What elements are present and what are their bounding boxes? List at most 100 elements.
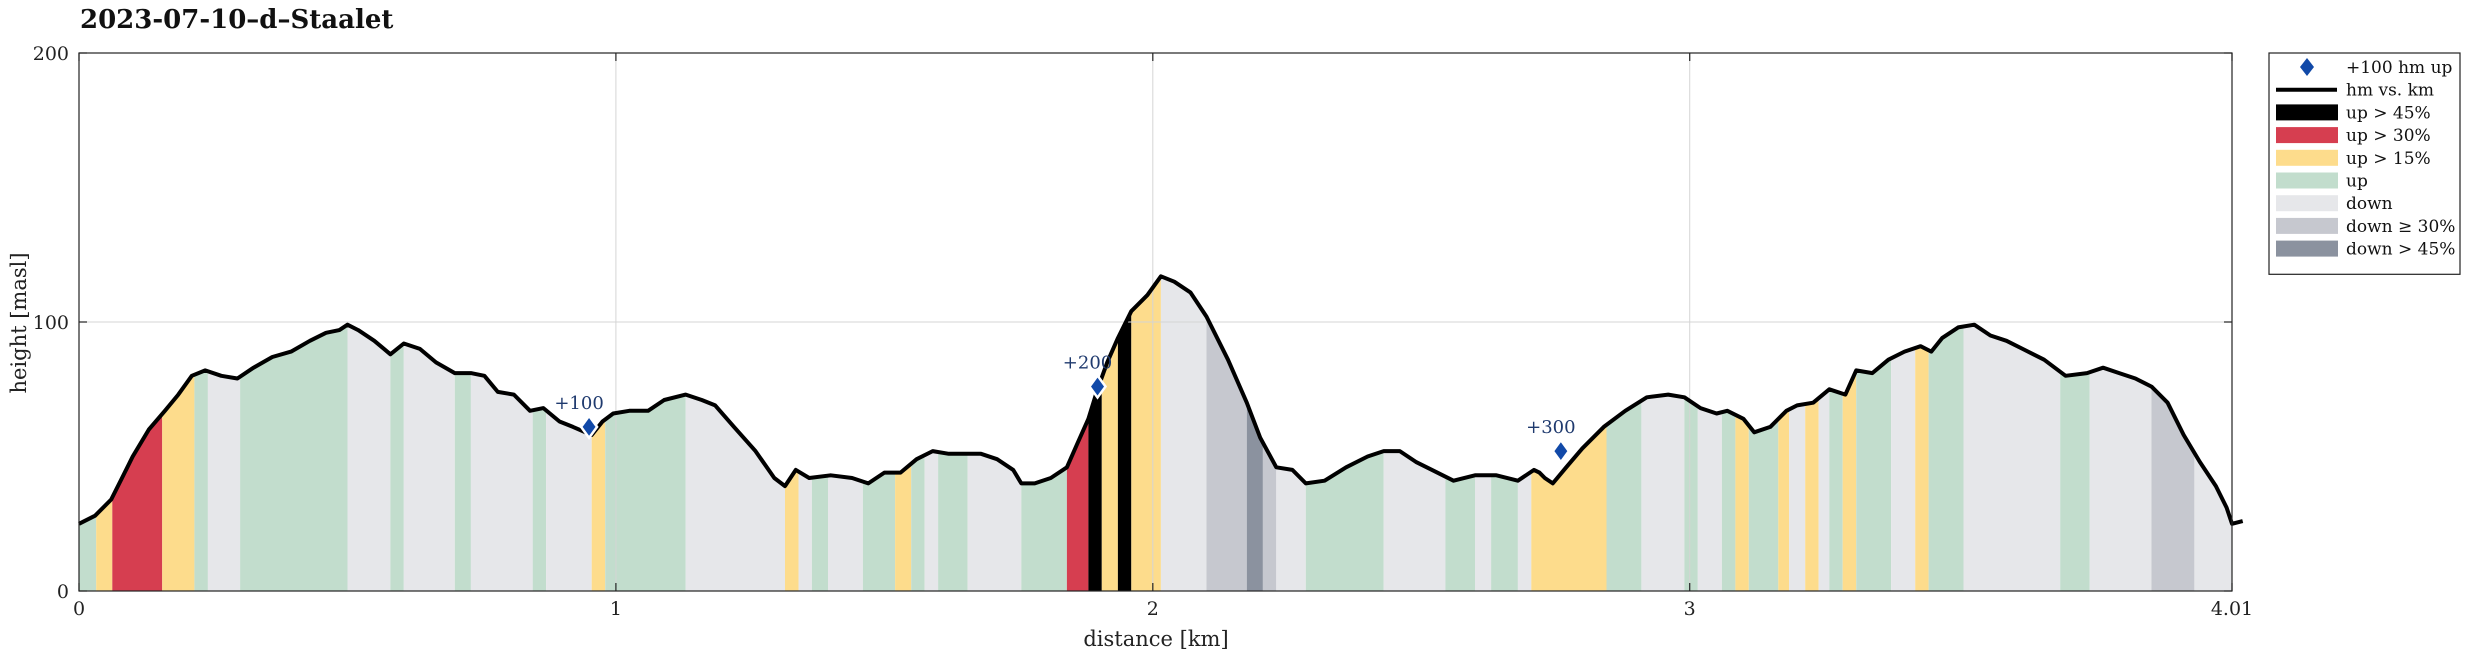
- legend-item-up: up: [2276, 172, 2368, 192]
- legend-color-swatch: [2276, 217, 2338, 234]
- segment-up: [1021, 467, 1067, 591]
- x-tick-label: 3: [1684, 598, 1696, 620]
- legend-item-down: down: [2276, 194, 2393, 214]
- segment-down: [207, 371, 241, 591]
- legend-marker-swatch: [2300, 58, 2314, 76]
- segment-up: [1606, 400, 1642, 591]
- plot-area: +100 +200 +300 0 1 2 3 4.01 0 100 200: [33, 43, 2253, 620]
- segment-down: [1383, 451, 1446, 591]
- milestone-markers: +100 +200 +300: [554, 353, 1576, 465]
- legend-label: +100 hm up: [2346, 58, 2453, 78]
- milestone-label: +300: [1526, 417, 1575, 438]
- legend-label: up > 30%: [2346, 126, 2431, 146]
- segment-down: [470, 373, 533, 591]
- segment-up-gt-30: [112, 413, 163, 591]
- segment-up-gt-15: [1915, 346, 1929, 591]
- segment-up-gt-15: [895, 463, 912, 591]
- segment-up-gt-15: [785, 469, 799, 591]
- segment-up-gt-15: [1842, 370, 1857, 591]
- segment-up: [532, 408, 547, 591]
- elevation-line: [78, 274, 2244, 526]
- segment-down: [403, 343, 455, 591]
- legend-color-swatch: [2276, 127, 2338, 144]
- legend-label: down: [2346, 194, 2393, 214]
- segment-down-ge-30: [1262, 442, 1277, 591]
- segment-up-gt-15: [1131, 276, 1161, 591]
- x-tick-label: 0: [73, 598, 85, 620]
- legend-label: up > 15%: [2346, 149, 2431, 169]
- segment-up: [1491, 475, 1518, 591]
- segment-down: [1818, 389, 1830, 591]
- segment-down: [1641, 394, 1685, 591]
- grid-lines: [79, 53, 2232, 591]
- segment-up: [862, 472, 896, 591]
- milestone-marker: [1551, 437, 1571, 465]
- legend-item-up-gt-45: up > 45%: [2276, 103, 2431, 123]
- y-tick-label: 100: [33, 312, 69, 334]
- segment-up: [240, 324, 348, 591]
- segment-up: [1305, 451, 1384, 591]
- legend-item-down-gt-45: down > 45%: [2276, 240, 2455, 260]
- axis-ticks: 0 1 2 3 4.01 0 100 200: [33, 43, 2253, 620]
- segment-up: [454, 373, 471, 591]
- segment-down: [347, 324, 391, 591]
- legend-item-line: hm vs. km: [2276, 81, 2434, 101]
- segment-down: [2089, 367, 2152, 591]
- x-tick-label: 1: [610, 598, 622, 620]
- segment-up-gt-15: [1735, 414, 1749, 591]
- segment-down-ge-30: [1206, 316, 1247, 591]
- segment-up-gt-15: [162, 374, 195, 591]
- legend-color-swatch: [2276, 195, 2338, 212]
- y-tick-label: 0: [57, 581, 69, 603]
- segment-up: [390, 343, 404, 591]
- segment-up-gt-15: [1101, 338, 1118, 591]
- segment-up: [938, 452, 968, 591]
- legend-color-swatch: [2276, 240, 2338, 257]
- segment-down: [1697, 406, 1722, 591]
- legend-color-swatch: [2276, 149, 2338, 166]
- legend-label: down ≥ 30%: [2346, 217, 2455, 237]
- segment-up-gt-45: [1117, 311, 1132, 591]
- x-tick-label: 2: [1147, 598, 1159, 620]
- segment-down: [828, 475, 863, 591]
- segment-up: [2060, 371, 2090, 591]
- legend-label: hm vs. km: [2346, 81, 2434, 101]
- chart-title: 2023-07-10–d–Staalet: [80, 5, 393, 35]
- segment-up: [1748, 418, 1779, 591]
- segment-down: [1276, 467, 1306, 591]
- milestone-marker: [1087, 373, 1108, 400]
- segment-up-gt-15: [1805, 398, 1819, 591]
- y-axis-label: height [masl]: [7, 252, 31, 393]
- x-tick-label: 4.01: [2211, 598, 2253, 620]
- segment-down: [1160, 276, 1207, 591]
- legend-item-up-gt-15: up > 15%: [2276, 149, 2431, 169]
- segment-down: [924, 451, 939, 591]
- segment-up-gt-15: [591, 419, 606, 591]
- segment-down: [546, 410, 592, 591]
- segment-up: [1856, 358, 1892, 591]
- segment-down: [1891, 348, 1916, 591]
- segment-up-gt-15: [96, 497, 113, 591]
- x-axis-label: distance [km]: [1083, 627, 1228, 651]
- segment-down: [2194, 452, 2232, 591]
- legend-item-down-ge-30: down ≥ 30%: [2276, 217, 2455, 237]
- legend-label: down > 45%: [2346, 240, 2455, 260]
- segment-up: [194, 370, 208, 591]
- legend-color-swatch: [2276, 104, 2338, 121]
- y-tick-label: 200: [33, 43, 69, 65]
- legend-color-swatch: [2276, 172, 2338, 189]
- segment-down: [685, 394, 785, 591]
- legend-item-marker: +100 hm up: [2300, 58, 2453, 78]
- legend-item-up-gt-30: up > 30%: [2276, 126, 2431, 146]
- segment-up: [811, 475, 828, 591]
- legend-label: up: [2346, 172, 2368, 192]
- segment-down: [1517, 471, 1532, 591]
- segment-up: [79, 514, 97, 591]
- segment-up: [1721, 410, 1736, 591]
- milestone-marker: [579, 413, 599, 441]
- segment-down: [798, 471, 812, 591]
- milestone-label: +100: [554, 393, 603, 414]
- segment-up: [911, 455, 925, 591]
